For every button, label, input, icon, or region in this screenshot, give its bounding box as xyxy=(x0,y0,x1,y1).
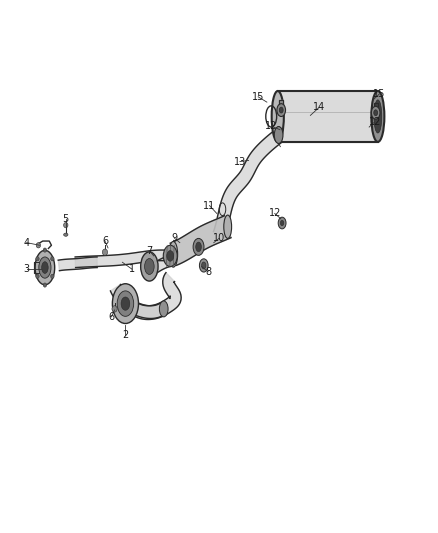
Circle shape xyxy=(36,243,41,248)
Ellipse shape xyxy=(277,104,286,117)
Circle shape xyxy=(51,274,54,278)
Text: 2: 2 xyxy=(122,330,128,341)
Ellipse shape xyxy=(141,252,158,281)
Text: 4: 4 xyxy=(24,238,30,248)
Ellipse shape xyxy=(278,217,286,229)
Circle shape xyxy=(36,257,39,261)
Ellipse shape xyxy=(167,251,174,261)
Polygon shape xyxy=(134,303,165,319)
Circle shape xyxy=(112,306,117,312)
Text: 12: 12 xyxy=(265,121,277,131)
Ellipse shape xyxy=(371,106,380,119)
Polygon shape xyxy=(34,262,41,273)
Polygon shape xyxy=(75,250,171,268)
Circle shape xyxy=(43,248,47,252)
Text: 12: 12 xyxy=(268,208,281,219)
Ellipse shape xyxy=(224,215,232,238)
Circle shape xyxy=(51,257,54,261)
Text: 3: 3 xyxy=(24,264,30,274)
Circle shape xyxy=(102,249,108,255)
Polygon shape xyxy=(147,256,171,277)
Ellipse shape xyxy=(371,91,385,142)
Text: 7: 7 xyxy=(146,246,152,256)
Polygon shape xyxy=(58,257,97,271)
Text: 15: 15 xyxy=(373,89,385,99)
Text: 15: 15 xyxy=(252,92,265,102)
Circle shape xyxy=(43,283,47,287)
Text: 12: 12 xyxy=(369,117,381,127)
Ellipse shape xyxy=(374,110,378,116)
Ellipse shape xyxy=(169,241,178,267)
Polygon shape xyxy=(374,103,378,106)
Text: 14: 14 xyxy=(313,102,325,112)
Ellipse shape xyxy=(201,262,206,269)
Text: 11: 11 xyxy=(203,200,215,211)
Text: 5: 5 xyxy=(63,214,69,224)
Circle shape xyxy=(36,274,39,278)
Ellipse shape xyxy=(159,301,168,317)
Ellipse shape xyxy=(280,220,284,225)
Text: 9: 9 xyxy=(172,233,178,244)
Text: 6: 6 xyxy=(102,236,108,246)
Ellipse shape xyxy=(279,107,283,113)
Polygon shape xyxy=(170,216,231,265)
Text: 10: 10 xyxy=(213,233,225,244)
Polygon shape xyxy=(279,100,283,104)
Text: 6: 6 xyxy=(109,312,115,322)
Text: 13: 13 xyxy=(234,157,246,166)
Circle shape xyxy=(64,222,68,228)
Text: 8: 8 xyxy=(205,267,211,277)
Ellipse shape xyxy=(196,242,201,252)
Ellipse shape xyxy=(193,238,204,255)
Ellipse shape xyxy=(145,259,154,274)
Ellipse shape xyxy=(199,259,208,272)
Ellipse shape xyxy=(117,291,134,317)
Polygon shape xyxy=(278,91,378,142)
Ellipse shape xyxy=(274,126,283,143)
Ellipse shape xyxy=(374,100,382,133)
Ellipse shape xyxy=(35,251,55,285)
Ellipse shape xyxy=(42,262,48,273)
Polygon shape xyxy=(110,272,181,319)
Ellipse shape xyxy=(163,245,177,266)
Ellipse shape xyxy=(64,233,68,236)
Polygon shape xyxy=(213,131,281,238)
Ellipse shape xyxy=(113,284,138,324)
Ellipse shape xyxy=(39,257,51,278)
Ellipse shape xyxy=(272,91,284,142)
Text: 1: 1 xyxy=(129,264,135,274)
Ellipse shape xyxy=(121,297,130,310)
